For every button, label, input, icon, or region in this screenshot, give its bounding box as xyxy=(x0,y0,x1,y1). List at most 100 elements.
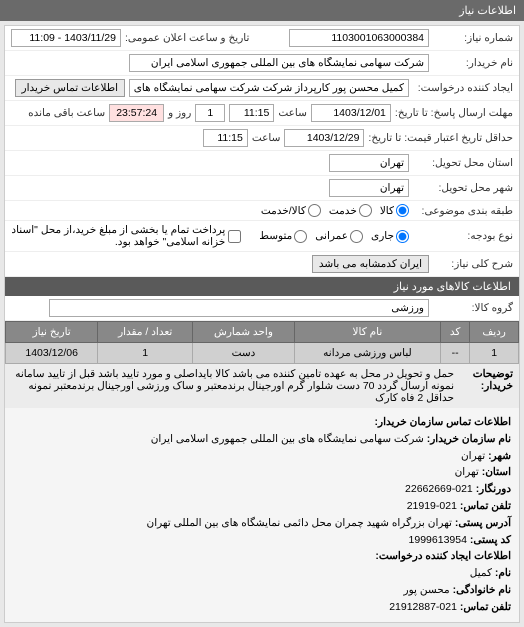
request-number-label: شماره نیاز: xyxy=(433,32,513,44)
request-number-input[interactable] xyxy=(289,29,429,47)
fax-value: 021-22662669 xyxy=(405,483,473,495)
th-row: ردیف xyxy=(470,322,519,343)
general-desc-label: شرح کلی نیاز: xyxy=(433,258,513,270)
row-creator: ایجاد کننده درخواست: اطلاعات تماس خریدار xyxy=(5,76,519,101)
radio-goods-input[interactable] xyxy=(396,204,409,217)
radio-mixed[interactable]: متوسط xyxy=(259,230,307,243)
radio-capital-label: عمرانی xyxy=(315,230,348,242)
creator-input[interactable] xyxy=(129,79,409,97)
org-label: نام سازمان خریدار: xyxy=(427,433,511,445)
creator-label: ایجاد کننده درخواست: xyxy=(413,82,513,94)
province-label: استان: xyxy=(482,466,511,478)
general-desc-button[interactable]: ایران کدمشابه می باشد xyxy=(312,255,429,273)
row-group: گروه کالا: xyxy=(5,296,519,321)
cphone-value: 021-21912887 xyxy=(389,601,457,613)
days-remaining-input xyxy=(195,104,225,122)
postal-label: کد پستی: xyxy=(470,534,511,546)
td-date: 1403/12/06 xyxy=(6,343,98,364)
row-delivery-city: شهر محل تحویل: xyxy=(5,176,519,201)
table-header-row: ردیف کد نام کالا واحد شمارش تعداد / مقدا… xyxy=(6,322,519,343)
cname-value: کمیل xyxy=(470,567,492,579)
table-row[interactable]: 1 -- لباس ورزشی مردانه دست 1 1403/12/06 xyxy=(6,343,519,364)
notes-text: حمل و تحویل در محل به عهده تامین کننده م… xyxy=(11,368,454,404)
address-label: آدرس پستی: xyxy=(455,517,511,529)
row-general-desc: شرح کلی نیاز: ایران کدمشابه می باشد xyxy=(5,252,519,277)
budget-radios: جاری عمرانی متوسط xyxy=(259,230,409,243)
radio-current-label: جاری xyxy=(371,230,394,242)
row-validity: حداقل تاریخ اعتبار قیمت: تا تاریخ: ساعت xyxy=(5,126,519,151)
radio-current[interactable]: جاری xyxy=(371,230,409,243)
budget-label: نوع بودجه: xyxy=(413,230,513,242)
notes-label: توضیحات خریدار: xyxy=(458,368,513,404)
buyer-input[interactable] xyxy=(129,54,429,72)
validity-time-input[interactable] xyxy=(203,129,248,147)
td-code: -- xyxy=(441,343,470,364)
deadline-time-label: ساعت xyxy=(278,107,307,119)
radio-goods[interactable]: کالا xyxy=(380,204,409,217)
contact-title: اطلاعات تماس سازمان خریدار: xyxy=(13,414,511,431)
fax-label: دورنگار: xyxy=(476,483,511,495)
validity-time-label: ساعت xyxy=(252,132,281,144)
group-input[interactable] xyxy=(49,299,429,317)
delivery-city-input[interactable] xyxy=(329,179,409,197)
province-value: تهران xyxy=(455,466,479,478)
radio-service-label: خدمت xyxy=(329,205,357,217)
main-panel: شماره نیاز: تاریخ و ساعت اعلان عمومی: نا… xyxy=(4,25,520,623)
city-value: تهران xyxy=(461,450,485,462)
time-remaining-label: ساعت باقی مانده xyxy=(28,107,105,119)
radio-mixed-input[interactable] xyxy=(294,230,307,243)
contact-info-block: اطلاعات تماس سازمان خریدار: نام سازمان خ… xyxy=(5,408,519,622)
radio-mixed-label: متوسط xyxy=(259,230,292,242)
th-name: نام کالا xyxy=(294,322,440,343)
th-qty: تعداد / مقدار xyxy=(98,322,193,343)
payment-note-checkbox[interactable]: پرداخت تمام یا بخشی از مبلغ خرید،از محل … xyxy=(11,224,241,248)
delivery-province-input[interactable] xyxy=(329,154,409,172)
header-title: اطلاعات نیاز xyxy=(459,5,516,17)
validity-label: حداقل تاریخ اعتبار قیمت: تا تاریخ: xyxy=(368,132,513,144)
validity-date-input[interactable] xyxy=(284,129,364,147)
row-buyer: نام خریدار: xyxy=(5,51,519,76)
radio-capital-input[interactable] xyxy=(350,230,363,243)
radio-current-input[interactable] xyxy=(396,230,409,243)
phone-value: 021-21919 xyxy=(407,500,457,512)
row-delivery-province: استان محل تحویل: xyxy=(5,151,519,176)
radio-goods-service-input[interactable] xyxy=(308,204,321,217)
cfamily-label: نام خانوادگی: xyxy=(453,584,511,596)
delivery-province-label: استان محل تحویل: xyxy=(413,157,513,169)
deadline-date-input[interactable] xyxy=(311,104,391,122)
cphone-label: تلفن تماس: xyxy=(460,601,511,613)
items-table: ردیف کد نام کالا واحد شمارش تعداد / مقدا… xyxy=(5,321,519,364)
radio-goods-service[interactable]: کالا/خدمت xyxy=(261,204,321,217)
address-value: تهران بزرگراه شهید چمران محل دائمی نمایش… xyxy=(147,517,452,529)
group-type-radios: کالا خدمت کالا/خدمت xyxy=(261,204,409,217)
postal-value: 1999613954 xyxy=(409,534,467,546)
notes-row: توضیحات خریدار: حمل و تحویل در محل به عه… xyxy=(5,364,519,408)
org-value: شرکت سهامی نمایشگاه های بین المللی جمهور… xyxy=(151,433,424,445)
deadline-time-input[interactable] xyxy=(229,104,274,122)
delivery-city-label: شهر محل تحویل: xyxy=(413,182,513,194)
city-label: شهر: xyxy=(488,450,511,462)
radio-goods-service-label: کالا/خدمت xyxy=(261,205,306,217)
payment-note-checkbox-input[interactable] xyxy=(228,230,241,243)
time-remaining-input xyxy=(109,104,164,122)
td-qty: 1 xyxy=(98,343,193,364)
radio-goods-label: کالا xyxy=(380,205,394,217)
radio-service[interactable]: خدمت xyxy=(329,204,372,217)
row-group-type: طبقه بندی موضوعی: کالا خدمت کالا/خدمت xyxy=(5,201,519,221)
buyer-label: نام خریدار: xyxy=(433,57,513,69)
contact-info-button[interactable]: اطلاعات تماس خریدار xyxy=(15,79,125,97)
items-section-title: اطلاعات کالاهای مورد نیاز xyxy=(5,277,519,296)
announce-datetime-label: تاریخ و ساعت اعلان عمومی: xyxy=(125,32,249,44)
radio-service-input[interactable] xyxy=(359,204,372,217)
days-and-label: روز و xyxy=(168,107,191,119)
announce-datetime-input[interactable] xyxy=(11,29,121,47)
row-budget: نوع بودجه: جاری عمرانی متوسط پرداخت تمام… xyxy=(5,221,519,252)
creator-section-title: اطلاعات ایجاد کننده درخواست: xyxy=(13,548,511,565)
header-bar: اطلاعات نیاز xyxy=(0,0,524,21)
th-code: کد xyxy=(441,322,470,343)
cfamily-value: محسن پور xyxy=(404,584,450,596)
group-type-label: طبقه بندی موضوعی: xyxy=(413,205,513,217)
row-request-number: شماره نیاز: تاریخ و ساعت اعلان عمومی: xyxy=(5,26,519,51)
radio-capital[interactable]: عمرانی xyxy=(315,230,363,243)
td-row: 1 xyxy=(470,343,519,364)
